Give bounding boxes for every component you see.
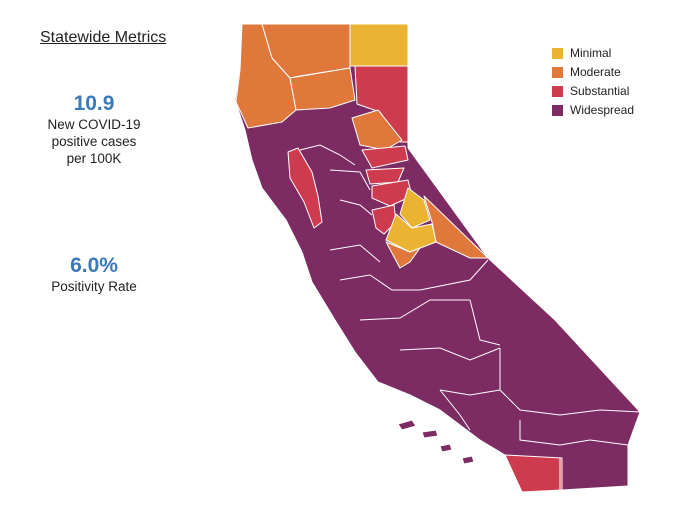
county-boundaries: [299, 144, 641, 490]
cases-metric: 10.9 New COVID-19 positive cases per 100…: [40, 92, 148, 167]
legend-label-substantial: Substantial: [570, 84, 630, 98]
legend-swatch-minimal: [552, 47, 563, 59]
legend-item-substantial: Substantial: [552, 82, 634, 100]
channel-island-1: [397, 419, 417, 431]
channel-island-4: [461, 455, 475, 465]
legend-item-minimal: Minimal: [552, 44, 634, 62]
positivity-rate-label: Positivity Rate: [51, 279, 137, 294]
county-valley-substantial-3: [371, 179, 413, 207]
cases-per-100k-value: 10.9: [73, 92, 115, 115]
cases-label-line-2: positive cases: [51, 134, 137, 149]
legend-swatch-widespread: [552, 104, 563, 116]
legend-swatch-moderate: [552, 66, 563, 78]
positivity-metric: 6.0% Positivity Rate: [40, 254, 148, 295]
county-north-central-2: [289, 67, 356, 111]
county-valley-substantial-4: [371, 204, 397, 235]
county-napa-substantial: [287, 147, 323, 229]
county-sierra-moderate-2: [423, 195, 489, 259]
legend-item-widespread: Widespread: [552, 101, 634, 119]
channel-island-3: [439, 443, 453, 453]
cases-label-line-1: New COVID-19: [47, 117, 141, 132]
positivity-rate-value: 6.0%: [70, 254, 118, 277]
county-sierra-minimal-1: [399, 187, 431, 229]
cases-label-line-3: per 100K: [66, 151, 122, 166]
legend-swatch-substantial: [552, 85, 563, 97]
tier-legend: Minimal Moderate Substantial Widespread: [552, 44, 634, 120]
county-valley-substantial-1: [361, 145, 409, 169]
legend-label-moderate: Moderate: [570, 65, 621, 79]
statewide-metrics-title: Statewide Metrics: [40, 29, 167, 46]
state-base: [234, 23, 641, 493]
county-northeast-moderate: [351, 109, 403, 151]
county-northeast-minimal: [349, 23, 409, 67]
county-san-diego: [504, 454, 563, 493]
legend-item-moderate: Moderate: [552, 63, 634, 81]
legend-label-minimal: Minimal: [570, 46, 612, 60]
channel-island-2: [421, 429, 439, 439]
county-sierra-moderate-1: [385, 241, 421, 269]
county-northeast-substantial: [354, 65, 409, 143]
legend-label-widespread: Widespread: [570, 103, 635, 117]
